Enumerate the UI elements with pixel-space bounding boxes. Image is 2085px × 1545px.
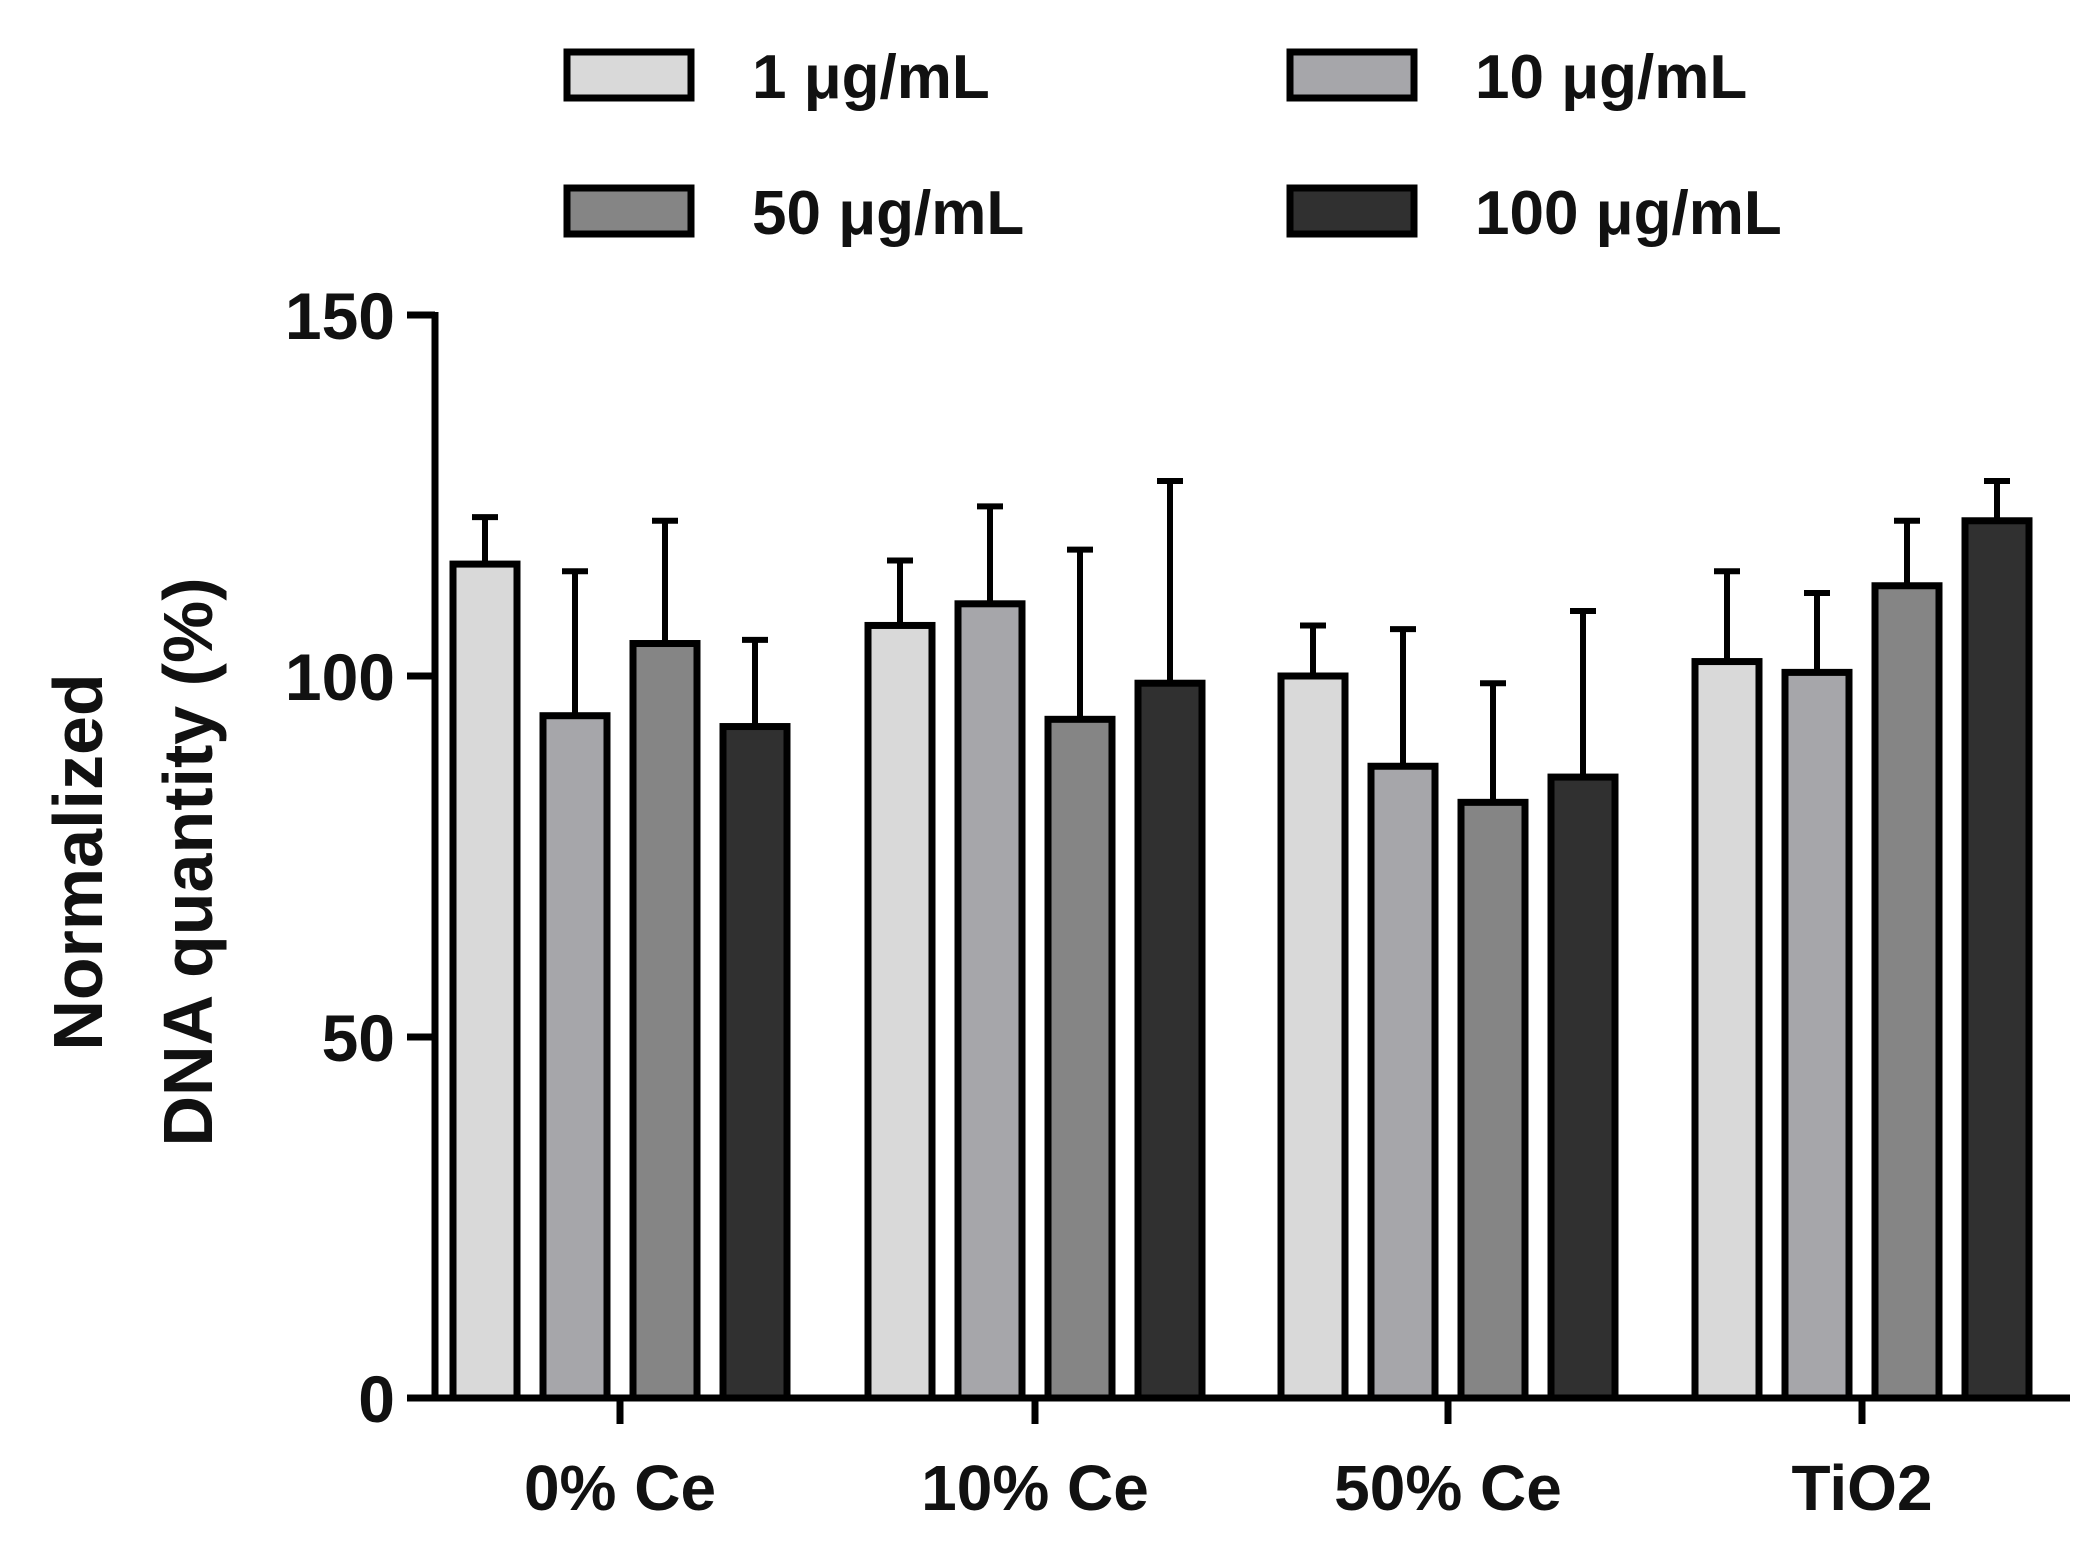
- legend-item-4: 100 μg/mL: [1286, 179, 1782, 248]
- legend-item-3: 50 μg/mL: [563, 179, 1024, 248]
- legend-swatch-3: [563, 184, 695, 238]
- bar-10-g-ml-1: [539, 712, 611, 1402]
- bar-1-g-ml-2: [864, 621, 936, 1402]
- legend-swatch-4: [1286, 184, 1418, 238]
- bar-10-g-ml-4: [1781, 668, 1853, 1402]
- x-tick-label-3: 50% Ce: [1334, 1452, 1562, 1524]
- bar-1-g-ml-3: [1277, 672, 1349, 1402]
- bar-1-g-ml-1: [449, 560, 521, 1402]
- bar-1-g-ml-4: [1691, 658, 1763, 1402]
- bar-50-g-ml-4: [1871, 582, 1943, 1402]
- bars-layer: [449, 478, 2033, 1402]
- legend-label-4: 100 μg/mL: [1475, 179, 1782, 248]
- axes-layer: 0 50 100 150 0% Ce 10% Ce 50% Ce TiO2: [285, 279, 2070, 1524]
- y-tick-label-100: 100: [285, 640, 395, 714]
- y-tick-label-0: 0: [358, 1362, 395, 1436]
- legend-label-2: 10 μg/mL: [1475, 43, 1747, 112]
- x-tick-label-2: 10% Ce: [921, 1452, 1149, 1524]
- bar-100-g-ml-2: [1134, 679, 1206, 1402]
- legend-swatch-1: [563, 48, 695, 102]
- bar-100-g-ml-1: [719, 723, 791, 1402]
- bar-100-g-ml-4: [1961, 517, 2033, 1402]
- legend: 1 μg/mL 10 μg/mL 50 μg/mL 100 μg/mL: [563, 43, 1782, 248]
- y-axis-title-line-1: Normalized: [39, 673, 117, 1050]
- bar-10-g-ml-2: [954, 600, 1026, 1402]
- y-tick-label-50: 50: [322, 1001, 395, 1075]
- legend-label-3: 50 μg/mL: [752, 179, 1024, 248]
- bar-50-g-ml-2: [1044, 715, 1116, 1402]
- bar-10-g-ml-3: [1367, 762, 1439, 1402]
- bar-50-g-ml-3: [1457, 798, 1529, 1402]
- legend-label-1: 1 μg/mL: [752, 43, 990, 112]
- legend-item-1: 1 μg/mL: [563, 43, 990, 112]
- x-tick-label-4: TiO2: [1791, 1452, 1932, 1524]
- legend-item-2: 10 μg/mL: [1286, 43, 1747, 112]
- y-tick-label-150: 150: [285, 279, 395, 353]
- x-tick-label-1: 0% Ce: [524, 1452, 716, 1524]
- legend-swatch-2: [1286, 48, 1418, 102]
- y-axis-title: Normalized DNA quantity (%): [39, 577, 227, 1146]
- y-axis-title-line-2: DNA quantity (%): [149, 577, 227, 1146]
- bar-100-g-ml-3: [1547, 773, 1619, 1402]
- bar-50-g-ml-1: [629, 640, 701, 1402]
